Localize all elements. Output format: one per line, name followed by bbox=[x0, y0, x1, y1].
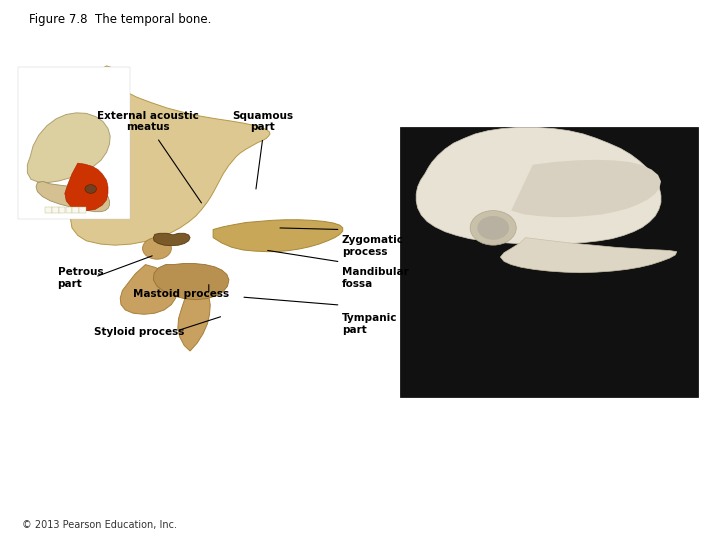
Polygon shape bbox=[153, 264, 229, 300]
Circle shape bbox=[143, 238, 171, 259]
Polygon shape bbox=[500, 238, 677, 273]
Polygon shape bbox=[71, 66, 270, 245]
Text: Figure 7.8  The temporal bone.: Figure 7.8 The temporal bone. bbox=[29, 14, 211, 26]
Text: Petrous
part: Petrous part bbox=[58, 267, 103, 289]
Circle shape bbox=[85, 185, 96, 193]
Bar bbox=[52, 207, 58, 213]
Bar bbox=[400, 127, 698, 397]
Polygon shape bbox=[120, 265, 177, 314]
Text: Squamous
part: Squamous part bbox=[233, 111, 293, 132]
Text: Mandibular
fossa: Mandibular fossa bbox=[342, 267, 409, 289]
Text: Tympanic
part: Tympanic part bbox=[342, 313, 397, 335]
Bar bbox=[59, 207, 66, 213]
Bar bbox=[79, 207, 86, 213]
Text: Mastoid process: Mastoid process bbox=[133, 289, 230, 299]
Bar bbox=[66, 207, 72, 213]
Polygon shape bbox=[511, 160, 661, 217]
Polygon shape bbox=[36, 181, 109, 212]
Polygon shape bbox=[213, 220, 343, 252]
Polygon shape bbox=[27, 113, 110, 183]
Text: Styloid process: Styloid process bbox=[94, 327, 184, 337]
Text: External acoustic
meatus: External acoustic meatus bbox=[96, 111, 199, 132]
Polygon shape bbox=[65, 163, 108, 211]
Text: Zygomatic
process: Zygomatic process bbox=[342, 235, 404, 256]
Bar bbox=[18, 68, 130, 219]
Polygon shape bbox=[178, 275, 210, 351]
Polygon shape bbox=[416, 127, 661, 244]
Circle shape bbox=[477, 216, 509, 240]
Polygon shape bbox=[153, 233, 190, 246]
Text: © 2013 Pearson Education, Inc.: © 2013 Pearson Education, Inc. bbox=[22, 520, 176, 530]
Bar bbox=[73, 207, 79, 213]
Circle shape bbox=[470, 211, 516, 245]
Bar bbox=[45, 207, 52, 213]
